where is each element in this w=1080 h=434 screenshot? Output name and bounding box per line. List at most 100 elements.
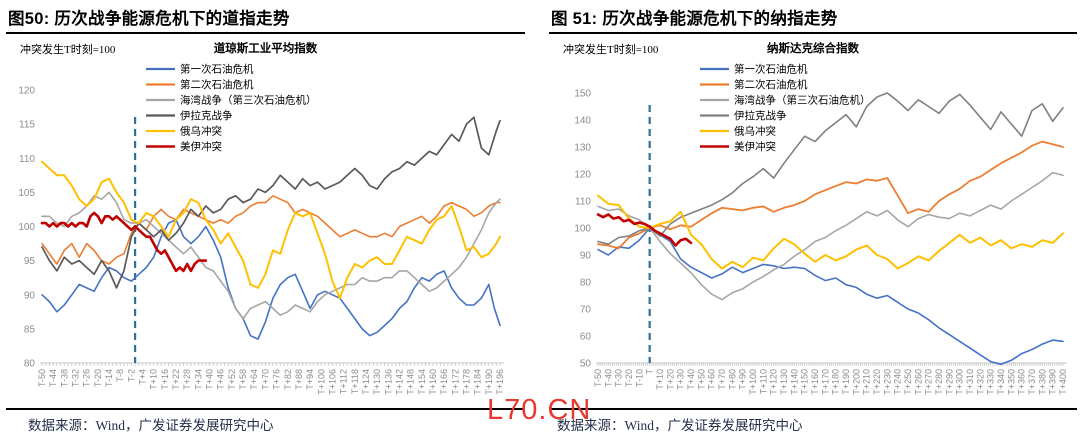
series-first-oil-crisis — [41, 218, 501, 340]
x-tick-label: T+22 — [171, 369, 181, 390]
x-tick-label: T+178 — [461, 369, 471, 395]
y-tick-label: 70 — [580, 305, 592, 316]
x-tick-label: T+260 — [913, 369, 923, 395]
x-tick-label: T+118 — [350, 369, 360, 394]
legend-label-iraq-war: 伊拉克战争 — [180, 109, 233, 122]
legend-label-us-iran: 美伊冲突 — [734, 140, 776, 153]
x-tick-label: T-26 — [82, 369, 92, 387]
x-tick-label: T+154 — [417, 369, 427, 395]
x-tick-label: T+320 — [975, 369, 985, 395]
x-tick-label: T+82 — [283, 369, 293, 390]
x-tick-label: T+140 — [789, 369, 799, 395]
legend-label-second-oil-crisis: 第二次石油危机 — [734, 78, 808, 91]
x-tick-label: T+370 — [1027, 369, 1037, 395]
series-first-oil-crisis — [597, 227, 1064, 366]
series-russia-ukraine — [597, 194, 1064, 270]
x-tick-label: T+150 — [800, 369, 810, 395]
x-tick-label: T+136 — [383, 369, 393, 395]
x-tick-label: T+110 — [758, 369, 768, 394]
x-tick-label: T-50 — [593, 369, 603, 387]
x-tick-label: T-2 — [126, 369, 136, 382]
y-tick-label: 95 — [24, 256, 36, 267]
x-tick-label: T+120 — [769, 369, 779, 395]
x-tick-label: T+76 — [272, 369, 282, 390]
series-iraq-war — [597, 92, 1064, 245]
series-us-iran — [40, 211, 208, 273]
x-tick-label: T+124 — [361, 369, 371, 395]
series-gulf-war — [41, 191, 501, 320]
y-tick-label: 100 — [18, 222, 35, 233]
x-tick-label: T+230 — [882, 369, 892, 395]
x-tick-label: T+390 — [1048, 369, 1058, 395]
legend-label-gulf-war: 海湾战争（第三次石油危机） — [734, 94, 871, 107]
figure-50-axis-note: 冲突发生T时刻=100 — [20, 44, 116, 56]
x-tick-label: T+220 — [872, 369, 882, 395]
y-tick-label: 150 — [574, 89, 591, 100]
x-tick-label: T+70 — [260, 369, 270, 390]
x-tick-label: T+112 — [339, 369, 349, 394]
legend-label-first-oil-crisis: 第一次石油危机 — [180, 63, 254, 76]
legend-label-second-oil-crisis: 第二次石油危机 — [180, 78, 254, 91]
x-tick-label: T+196 — [495, 369, 505, 395]
x-tick-label: T+100 — [748, 369, 758, 395]
x-tick-label: T+70 — [717, 369, 727, 390]
x-tick-label: T-40 — [603, 369, 613, 387]
nasdaq-chart: 50 60 70 80 90 100 110 120 130 140 150 T-50 T-40 T-30… — [574, 63, 1068, 395]
figure-51-axis-note: 冲突发生T时刻=100 — [563, 44, 659, 56]
x-tick-label: T+172 — [450, 369, 460, 395]
figure-50-chart-title: 道琼斯工业平均指数 — [213, 43, 318, 55]
x-tick-label: T+4 — [138, 369, 148, 385]
x-tick-label: T+28 — [182, 369, 192, 390]
x-tick-label: T+80 — [727, 369, 737, 390]
y-tick-label: 130 — [574, 143, 591, 154]
figure-50-title: 图50: 历次战争能源危机下的道指走势 — [6, 3, 525, 34]
x-tick-label: T+270 — [924, 369, 934, 395]
x-tick-label: T-14 — [104, 369, 114, 387]
x-tick-label: T+190 — [841, 369, 851, 395]
x-tick-label: T-30 — [614, 369, 624, 387]
x-tick-label: T+50 — [696, 369, 706, 390]
y-tick-label: 140 — [574, 116, 591, 127]
x-tick-label: T+88 — [294, 369, 304, 390]
y-tick-label: 100 — [574, 224, 591, 235]
x-tick-label: T+200 — [851, 369, 861, 395]
y-tick-label: 90 — [24, 290, 36, 301]
x-tick-label: T+58 — [238, 369, 248, 390]
x-tick-label: T-32 — [71, 369, 81, 387]
x-tick-label: T+280 — [934, 369, 944, 395]
x-tick-label: T-50 — [37, 369, 47, 387]
figure-51-chart-header: 冲突发生T时刻=100 纳斯达克综合指数 — [549, 39, 1077, 56]
x-tick-label: T-8 — [115, 369, 125, 382]
x-tick-label: T+40 — [686, 369, 696, 390]
legend-label-us-iran: 美伊冲突 — [180, 140, 222, 153]
figure-50-source: 数据来源：Wind，广发证券发展研究中心 — [6, 408, 525, 434]
y-tick-label: 50 — [580, 359, 592, 370]
y-tick-label: 120 — [574, 170, 591, 181]
series-gulf-war — [597, 171, 1064, 301]
x-tick-label: T+130 — [372, 369, 382, 395]
legend-label-iraq-war: 伊拉克战争 — [734, 109, 787, 122]
x-tick-label: T+40 — [205, 369, 215, 390]
x-tick-label: T+10 — [149, 369, 159, 390]
figure-51-title: 图 51: 历次战争能源危机下的纳指走势 — [549, 3, 1077, 34]
figure-50-panel: 图50: 历次战争能源危机下的道指走势 冲突发生T时刻=100 道琼斯工业平均指… — [6, 3, 525, 434]
x-tick-label: T-10 — [634, 369, 644, 387]
x-tick-label: T+300 — [955, 369, 965, 395]
x-tick-label: T+16 — [160, 369, 170, 390]
y-tick-label: 90 — [580, 251, 592, 262]
y-tick-label: 105 — [18, 188, 35, 199]
legend-label-first-oil-crisis: 第一次石油危机 — [734, 63, 808, 76]
series-russia-ukraine — [41, 160, 501, 300]
x-tick-label: T+52 — [227, 369, 237, 390]
figure-51-chart-title: 纳斯达克综合指数 — [767, 43, 859, 55]
y-tick-label: 110 — [19, 154, 35, 165]
x-tick-label: T+400 — [1058, 369, 1068, 395]
legend-label-russia-ukraine: 俄乌冲突 — [180, 125, 222, 138]
series-iraq-war — [41, 116, 501, 289]
x-tick-label: T+30 — [676, 369, 686, 390]
x-tick-label: T+184 — [473, 369, 483, 395]
x-tick-label: T-20 — [93, 369, 103, 387]
x-tick-label: T+210 — [862, 369, 872, 395]
series-second-oil-crisis — [597, 140, 1064, 250]
legend-label-russia-ukraine: 俄乌冲突 — [734, 125, 776, 138]
